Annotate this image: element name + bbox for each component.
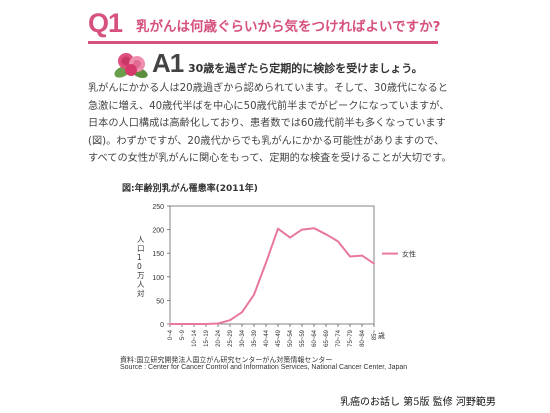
data-point — [289, 236, 291, 239]
y-axis-label: 人口 1 0 万人対 — [137, 235, 145, 298]
data-point — [361, 254, 363, 257]
x-tick-label: 55~59 — [300, 329, 306, 347]
legend-label: 女性 — [402, 250, 416, 259]
y-tick-label: 150 — [152, 251, 164, 258]
body-line: すべての女性が乳がんに関心をもって、定期的な検査を受けることが大切です。 — [88, 153, 452, 164]
book-credit-footer: 乳癌のお話し 第5版 監修 河野範男 — [340, 397, 496, 408]
data-point — [229, 319, 231, 322]
question-text: 乳がんは何歳ぐらいから気をつければよいですか? — [136, 19, 441, 35]
source-note-jp: 資料:国立研究開発法人国立がん研究センターがん対策情報センター — [120, 356, 333, 364]
data-point — [217, 322, 219, 325]
body-line: 急激に増え、40歳代半ばを中心に50歳代前半までがピークになっていますが、 — [88, 100, 450, 112]
x-tick-label: 85~ — [372, 330, 378, 341]
data-point — [193, 323, 195, 325]
x-tick-label: 0~4 — [168, 329, 174, 340]
answer-text: 30歳を過ぎたら定期的に検診を受けましょう。 — [188, 62, 423, 75]
x-tick-label: 75~79 — [348, 329, 354, 347]
data-point — [373, 262, 375, 265]
x-tick-label: 35~39 — [252, 329, 258, 347]
x-tick-label: 50~54 — [288, 329, 294, 347]
body-paragraph: 乳がんにかかる人は20歳過ぎから認められています。そして、30歳代になると 急激… — [88, 80, 460, 168]
x-tick-label: 65~69 — [324, 329, 330, 347]
answer-number: A1 — [152, 48, 184, 78]
y-tick-label: 200 — [152, 228, 164, 235]
data-point — [253, 293, 255, 296]
body-line: 乳がんにかかる人は20歳過ぎから認められています。そして、30歳代になると — [88, 83, 448, 94]
body-line: 日本の人口構成は高齢化しており、患者数では60歳代前半も多くなっています — [88, 118, 446, 129]
data-point — [181, 323, 183, 325]
x-tick-label: 5~9 — [180, 329, 186, 340]
y-tick-label: 250 — [152, 204, 164, 211]
x-tick-label: 15~19 — [204, 329, 210, 347]
data-point — [265, 261, 267, 264]
body-line: (図)。わずかですが、20歳代からでも乳がんにかかる可能性がありますので、 — [88, 135, 445, 147]
data-point — [349, 255, 351, 258]
data-point — [277, 227, 279, 230]
x-tick-label: 25~29 — [228, 329, 234, 347]
rose-flower-icon — [114, 53, 148, 79]
plot-frame — [169, 205, 375, 325]
data-point — [241, 311, 243, 314]
x-unit-label: 歳 — [378, 331, 385, 340]
x-tick-label: 70~74 — [336, 329, 342, 347]
y-tick-label: 50 — [156, 298, 164, 305]
data-point — [301, 228, 303, 231]
question-number: Q1 — [88, 8, 123, 38]
data-point — [169, 323, 171, 325]
x-tick-label: 80~84 — [360, 329, 366, 347]
figure-title: 図:年齢別乳がん罹患率(2011年) — [122, 184, 258, 194]
data-point — [337, 240, 339, 243]
x-tick-label: 20~24 — [216, 329, 222, 347]
data-point — [205, 323, 207, 325]
y-tick-label: 0 — [160, 322, 164, 329]
series-line-女性 — [170, 227, 375, 325]
y-tick-label: 100 — [152, 275, 164, 282]
x-tick-label: 60~64 — [312, 329, 318, 347]
x-tick-label: 10~14 — [192, 329, 198, 347]
incidence-line-chart: 0 50 100 150 200 250 人口 1 0 万人対 0~4 5~9 10~14 15~19 20… — [137, 204, 416, 347]
source-note-en: Source : Center for Cancer Control and I… — [120, 364, 408, 371]
data-point — [313, 227, 315, 230]
x-tick-label: 30~34 — [240, 329, 246, 347]
question-divider — [88, 41, 438, 44]
x-tick-label: 45~49 — [276, 329, 282, 347]
x-tick-label: 40~44 — [264, 329, 270, 347]
data-point — [325, 233, 327, 236]
